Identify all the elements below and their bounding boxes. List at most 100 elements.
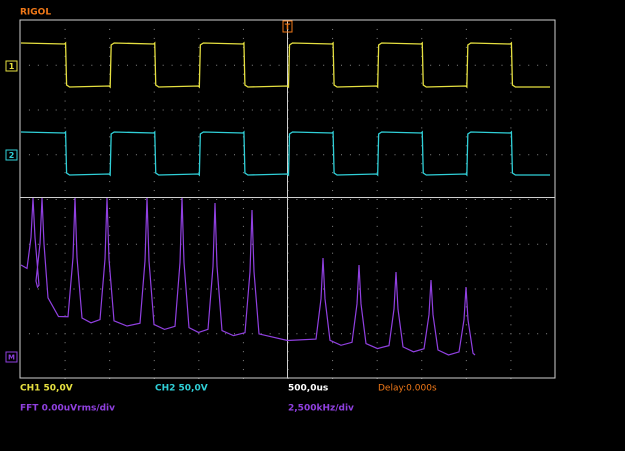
grid-dot xyxy=(234,199,235,200)
grid-dot xyxy=(242,154,244,156)
grid-dot xyxy=(448,199,449,200)
grid-dot xyxy=(510,306,512,308)
grid-dot xyxy=(439,243,441,245)
grid-dot xyxy=(198,37,200,39)
grid-dot xyxy=(510,369,512,371)
grid-dot xyxy=(82,64,84,66)
grid-dot xyxy=(421,207,423,209)
grid-dot xyxy=(412,333,414,335)
grid-dot xyxy=(109,199,111,200)
grid-dot xyxy=(251,333,253,335)
grid-dot xyxy=(109,216,111,218)
grid-dot xyxy=(109,369,111,371)
grid-dot xyxy=(198,315,200,317)
grid-dot xyxy=(162,154,164,156)
grid-dot xyxy=(242,261,244,263)
grid-dot xyxy=(100,333,102,335)
grid-dot xyxy=(376,243,378,245)
grid-dot xyxy=(296,333,298,335)
grid-dot xyxy=(376,136,378,138)
grid-dot xyxy=(510,118,512,120)
grid-dot xyxy=(421,261,423,263)
grid-dot xyxy=(519,154,521,156)
grid-dot xyxy=(510,270,512,272)
grid-dot xyxy=(421,360,423,362)
grid-dot xyxy=(332,64,334,66)
grid-dot xyxy=(510,64,512,66)
grid-dot xyxy=(278,64,280,66)
grid-dot xyxy=(349,109,351,111)
grid-dot xyxy=(465,369,467,371)
grid-dot xyxy=(144,288,146,290)
grid-dot xyxy=(251,154,253,156)
grid-dot xyxy=(242,82,244,84)
grid-dot xyxy=(225,64,227,66)
grid-dot xyxy=(385,288,387,290)
grid-dot xyxy=(474,154,476,156)
grid-dot xyxy=(296,64,298,66)
grid-dot xyxy=(376,216,378,218)
grid-dot xyxy=(546,64,548,66)
grid-dot xyxy=(510,342,512,344)
grid-dot xyxy=(64,288,66,290)
grid-dot xyxy=(537,199,539,200)
grid-dot xyxy=(492,288,494,290)
grid-dot xyxy=(448,288,449,290)
grid-dot xyxy=(91,154,93,156)
grid-dot xyxy=(376,342,378,344)
grid-dot xyxy=(278,288,280,290)
grid-dot xyxy=(46,243,48,245)
grid-dot xyxy=(323,64,325,66)
grid-dot xyxy=(465,163,467,165)
grid-dot xyxy=(153,55,155,57)
grid-dot xyxy=(216,64,218,66)
grid-dot xyxy=(242,342,244,344)
grid-dot xyxy=(403,243,405,245)
grid-dot xyxy=(537,243,539,245)
grid-dot xyxy=(269,109,271,111)
grid-dot xyxy=(465,333,467,335)
grid-dot xyxy=(385,154,387,156)
grid-dot xyxy=(519,333,521,335)
grid-dot xyxy=(216,154,218,156)
grid-dot xyxy=(421,297,423,299)
grid-dot xyxy=(537,288,539,290)
grid-dot xyxy=(118,243,120,245)
grid-dot xyxy=(153,216,155,218)
grid-dot xyxy=(82,109,84,111)
grid-dot xyxy=(349,64,351,66)
grid-dot xyxy=(153,37,155,39)
fft-frequency-scale: 2,500kHz/div xyxy=(288,404,354,414)
grid-dot xyxy=(109,190,111,192)
grid-dot xyxy=(332,252,334,254)
grid-dot xyxy=(198,163,200,165)
grid-dot xyxy=(82,288,84,290)
grid-dot xyxy=(474,64,476,66)
grid-dot xyxy=(483,243,485,245)
grid-dot xyxy=(332,28,334,30)
grid-dot xyxy=(216,288,218,290)
grid-dot xyxy=(153,82,155,84)
grid-dot xyxy=(37,109,39,111)
grid-dot xyxy=(367,64,369,66)
grid-dot xyxy=(225,199,227,200)
grid-dot xyxy=(100,199,102,200)
grid-dot xyxy=(64,109,66,111)
grid-dot xyxy=(528,154,530,156)
grid-dot xyxy=(153,369,155,371)
grid-dot xyxy=(403,109,405,111)
grid-dot xyxy=(448,109,449,111)
grid-dot xyxy=(465,28,467,30)
grid-dot xyxy=(483,333,485,335)
grid-dot xyxy=(234,154,235,156)
grid-dot xyxy=(510,109,512,111)
grid-dot xyxy=(64,207,66,209)
grid-dot xyxy=(198,28,200,30)
grid-dot xyxy=(341,243,342,245)
grid-dot xyxy=(153,234,155,236)
grid-dot xyxy=(332,234,334,236)
grid-dot xyxy=(305,333,307,335)
grid-dot xyxy=(207,199,209,200)
grid-dot xyxy=(510,91,512,93)
grid-dot xyxy=(430,154,432,156)
